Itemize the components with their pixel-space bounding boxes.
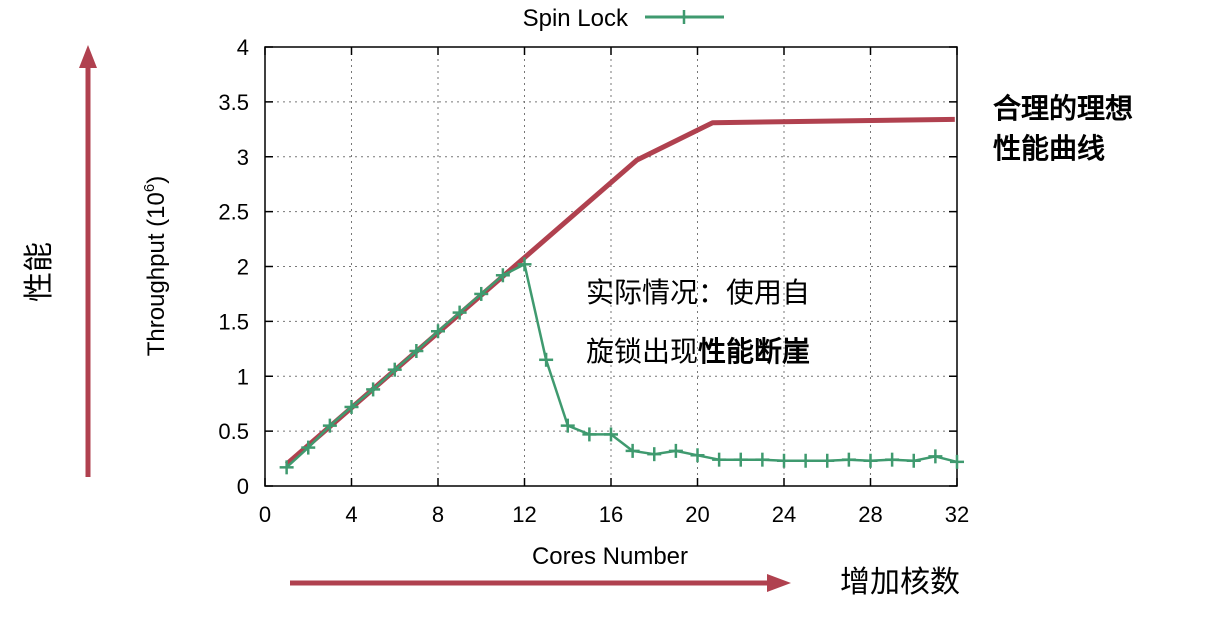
spin-lock-point xyxy=(733,452,748,467)
x-tick-label: 28 xyxy=(858,502,882,527)
y-tick-label: 1.5 xyxy=(218,309,249,334)
y-tick-label: 1 xyxy=(237,364,249,389)
x-direction-arrow xyxy=(290,574,791,592)
grid-lines xyxy=(265,47,957,486)
x-tick-label: 16 xyxy=(599,502,623,527)
series-layer xyxy=(279,116,964,475)
spin-lock-point xyxy=(798,453,813,468)
spin-lock-point xyxy=(474,286,489,301)
x-tick-label: 8 xyxy=(432,502,444,527)
performance-cliff-emphasis: 性能断崖 xyxy=(698,335,810,368)
y-direction-label: 性能 xyxy=(22,242,57,302)
plot-frame xyxy=(264,46,958,487)
spin-lock-point xyxy=(539,352,554,367)
spin-lock-point xyxy=(712,452,727,467)
spin-lock-point xyxy=(777,453,791,468)
spin-lock-point xyxy=(452,305,467,320)
y-direction-arrow xyxy=(79,45,97,477)
x-tick-label: 32 xyxy=(945,502,969,527)
spin-lock-point xyxy=(517,257,532,272)
legend-label-spin-lock: Spin Lock xyxy=(523,5,629,32)
y-tick-label: 4 xyxy=(237,35,249,60)
actual-annotation-line2: 旋锁出现性能断崖 xyxy=(586,335,810,368)
legend: Spin Lock xyxy=(523,5,724,32)
y-axis-label-superscript: 6 xyxy=(141,184,158,192)
legend-marker-spin-lock xyxy=(677,10,691,24)
y-tick-label: 2.5 xyxy=(218,200,249,225)
ideal-curve-annotation-line1: 合理的理想 xyxy=(993,92,1133,125)
spin-lock-point xyxy=(409,344,424,359)
y-tick-label: 0.5 xyxy=(218,419,249,444)
y-axis-label-suffix: ) xyxy=(143,176,170,184)
y-tick-label: 3 xyxy=(237,145,249,170)
spin-lock-point xyxy=(495,268,510,283)
spin-lock-point xyxy=(279,460,294,475)
spin-lock-point xyxy=(885,452,900,467)
spin-lock-point xyxy=(604,427,618,442)
spin-lock-point xyxy=(366,382,381,397)
actual-annotation-line1: 实际情况：使用自 xyxy=(586,276,810,309)
y-axis-label: Throughput (106) xyxy=(141,176,170,356)
spin-lock-point xyxy=(928,449,943,464)
x-tick-label: 12 xyxy=(512,502,536,527)
spin-lock-point xyxy=(560,418,575,433)
spin-lock-point xyxy=(755,452,770,467)
spin-lock-point xyxy=(344,399,359,414)
axis-ticks: 0 4 8 12 16 20 24 28 32 0 0.5 1 1.5 2 2.5 3 3.5 4 xyxy=(218,35,969,527)
spin-lock-point xyxy=(322,418,337,433)
y-tick-label: 2 xyxy=(237,255,249,280)
spin-lock-point xyxy=(625,443,640,458)
spin-lock-point xyxy=(431,324,445,339)
y-tick-label: 3.5 xyxy=(218,90,249,115)
ideal-curve-annotation-line2: 性能曲线 xyxy=(993,132,1105,165)
spin-lock-point xyxy=(647,447,662,462)
spin-lock-point xyxy=(820,453,835,468)
x-axis-label: Cores Number xyxy=(532,543,688,570)
spin-lock-point xyxy=(301,440,316,455)
spin-lock-point xyxy=(668,443,683,458)
x-tick-label: 4 xyxy=(345,502,357,527)
y-tick-label: 0 xyxy=(237,474,249,499)
spin-lock-point xyxy=(582,427,597,442)
x-tick-label: 20 xyxy=(685,502,709,527)
spin-lock-point xyxy=(690,448,705,463)
x-tick-label: 24 xyxy=(772,502,796,527)
spin-lock-point xyxy=(863,453,878,468)
spin-lock-point xyxy=(387,362,402,377)
spin-lock-point xyxy=(950,454,964,469)
x-direction-label: 增加核数 xyxy=(840,565,960,600)
spin-lock-point xyxy=(906,453,921,468)
x-tick-label: 0 xyxy=(259,502,271,527)
spin-lock-point xyxy=(841,452,856,467)
